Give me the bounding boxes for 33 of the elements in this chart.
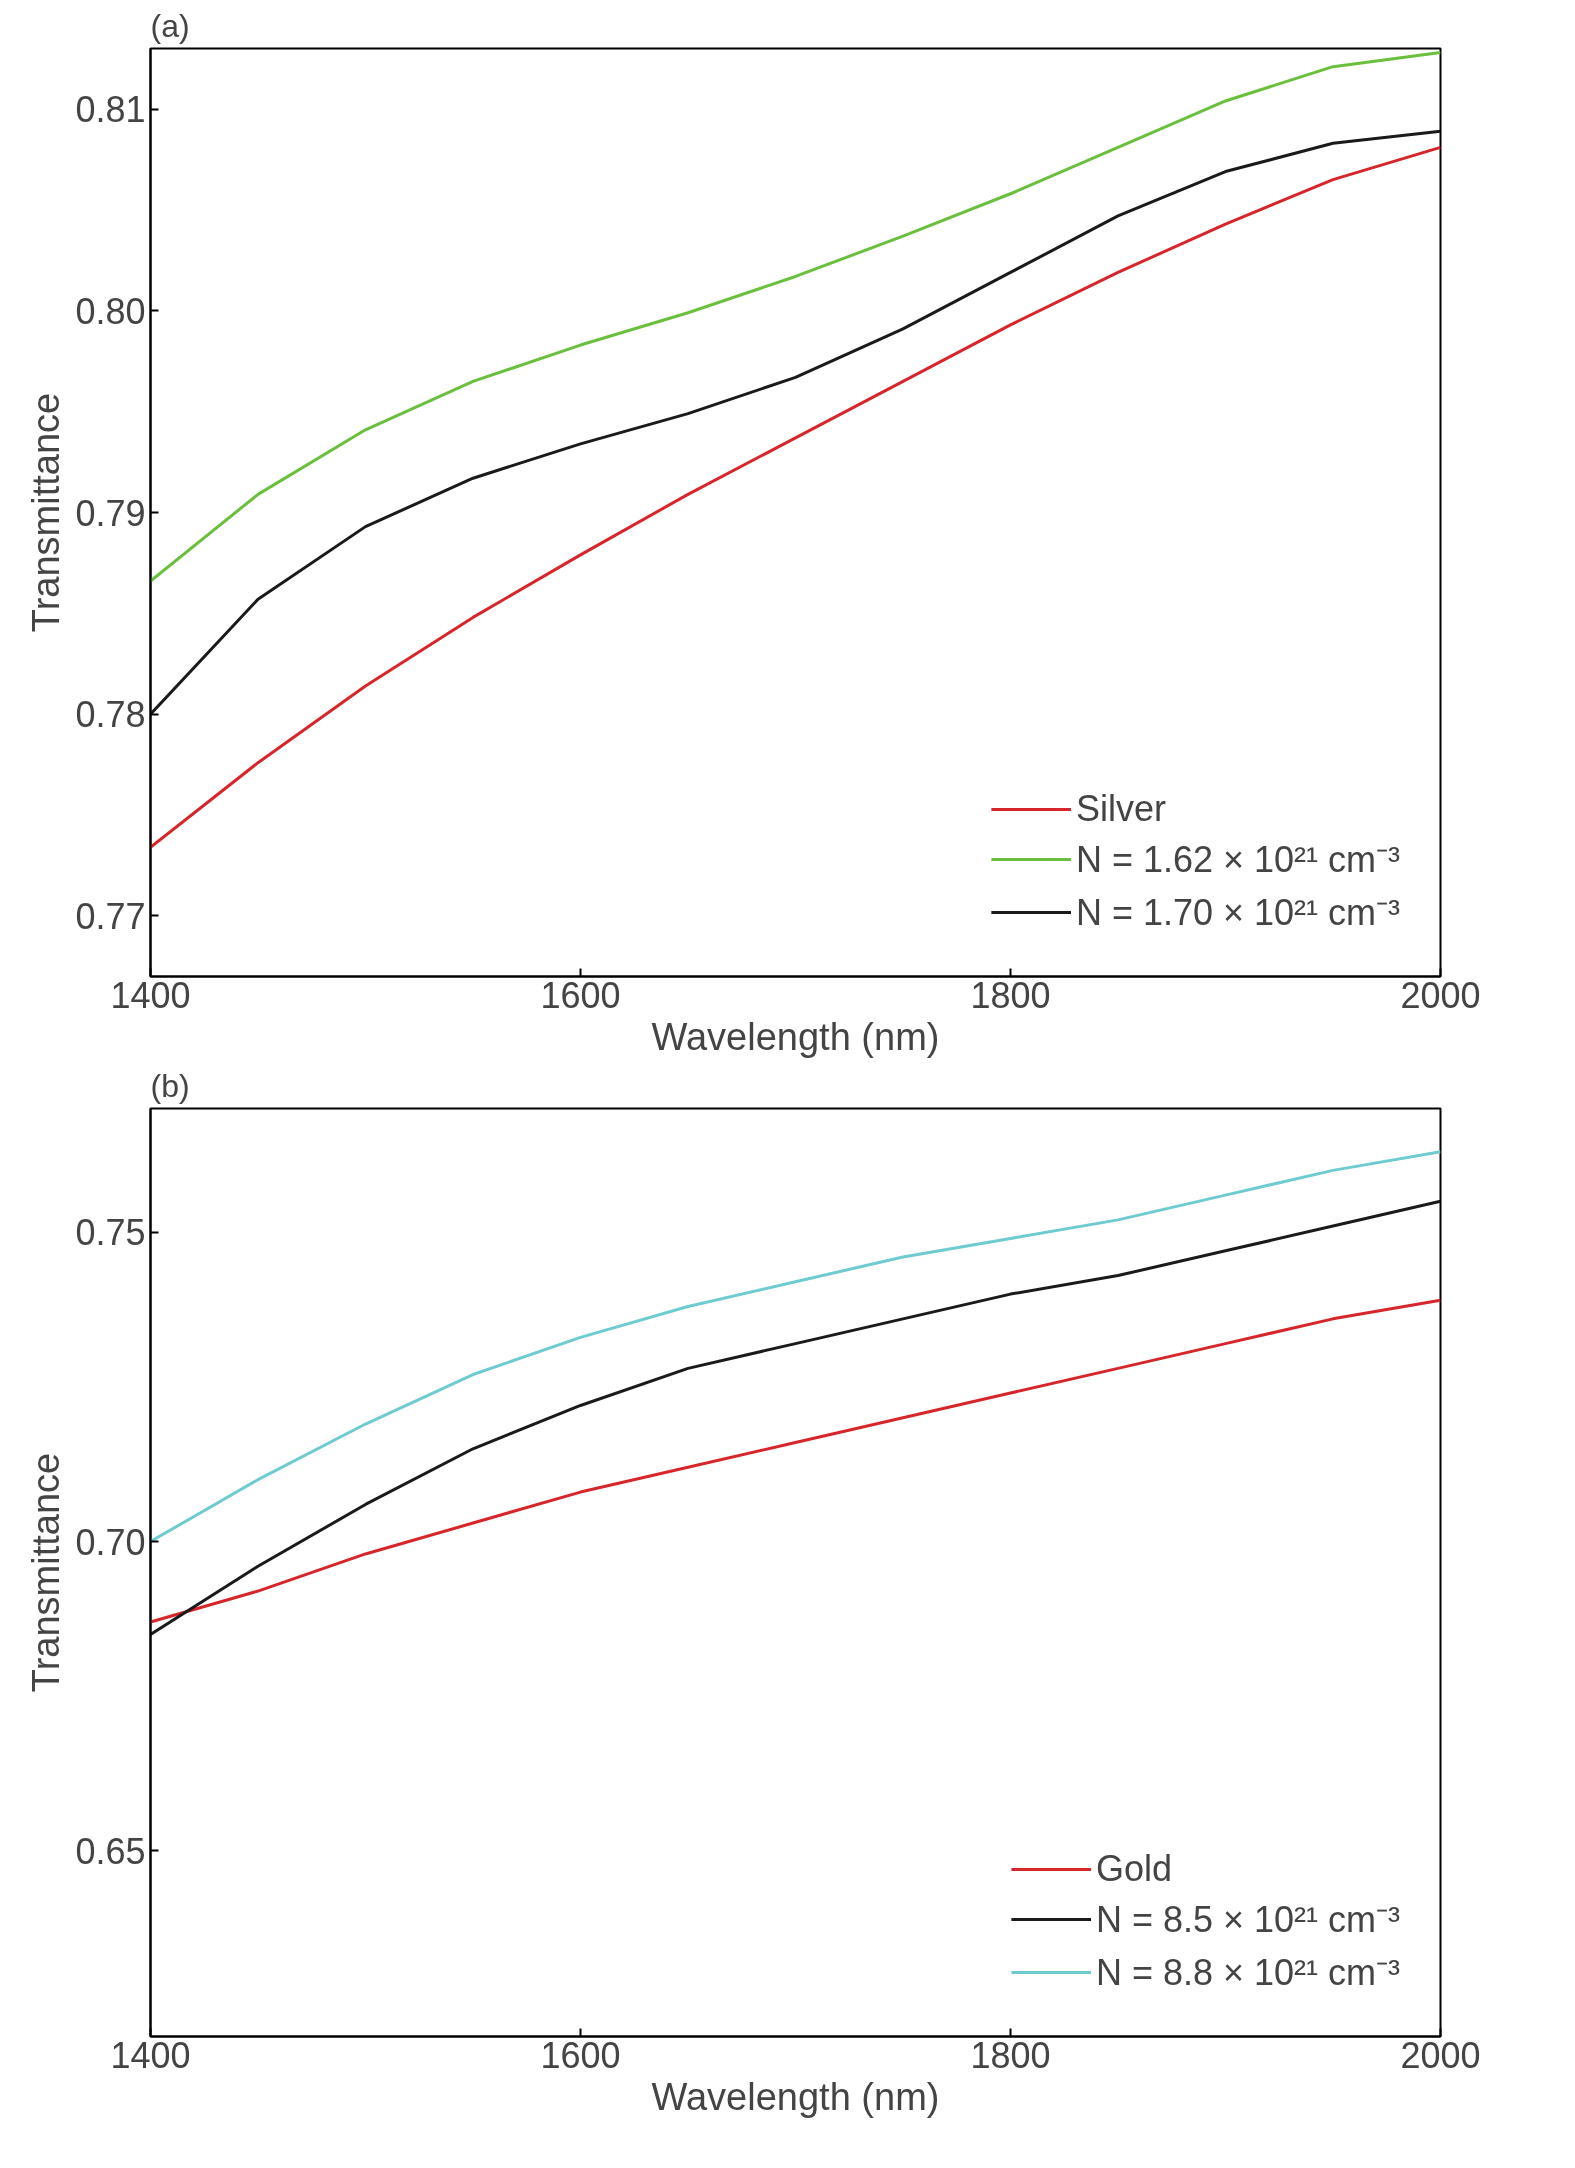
line-series: [150, 129, 1441, 716]
x-tick-label: 2000: [1400, 2034, 1481, 2076]
x-axis-title: Wavelength (nm): [651, 1015, 940, 1058]
x-tick-label: 1400: [110, 2034, 191, 2076]
legend-label: N = 8.8 × 10²¹ cm⁻³: [1095, 1951, 1400, 1995]
x-tick-label: 1600: [540, 2034, 621, 2076]
x-tick-label: 1800: [970, 974, 1051, 1016]
x-tick-label: 1800: [970, 2034, 1051, 2076]
legend-label: Silver: [1075, 788, 1166, 830]
y-tick-label: 0.81: [75, 89, 146, 131]
legend-label: N = 1.70 × 10²¹ cm⁻³: [1075, 891, 1400, 935]
y-tick-label: 0.65: [75, 1830, 146, 1872]
x-tick-label: 1600: [540, 974, 621, 1016]
y-tick-label: 0.80: [75, 290, 146, 332]
y-axis-title: Transmittance: [25, 1452, 68, 1693]
line-series: [150, 51, 1441, 583]
y-tick-label: 0.78: [75, 694, 146, 736]
x-axis-title: Wavelength (nm): [651, 2075, 940, 2118]
legend-label: Gold: [1095, 1848, 1172, 1890]
chart-title: (b): [150, 1067, 190, 1104]
legend-label: N = 8.5 × 10²¹ cm⁻³: [1095, 1898, 1400, 1942]
legend-label: N = 1.62 × 10²¹ cm⁻³: [1075, 838, 1400, 882]
line-series: [150, 1298, 1441, 1624]
y-tick-label: 0.75: [75, 1212, 146, 1254]
x-tick-label: 1400: [110, 974, 191, 1016]
y-tick-label: 0.70: [75, 1521, 146, 1563]
line-series: [150, 1199, 1441, 1636]
x-tick-label: 2000: [1400, 974, 1481, 1016]
y-tick-label: 0.79: [75, 492, 146, 534]
y-tick-label: 0.77: [75, 895, 146, 937]
y-axis-title: Transmittance: [25, 392, 68, 633]
line-series: [150, 1150, 1441, 1544]
chart-title: (a): [150, 7, 190, 44]
